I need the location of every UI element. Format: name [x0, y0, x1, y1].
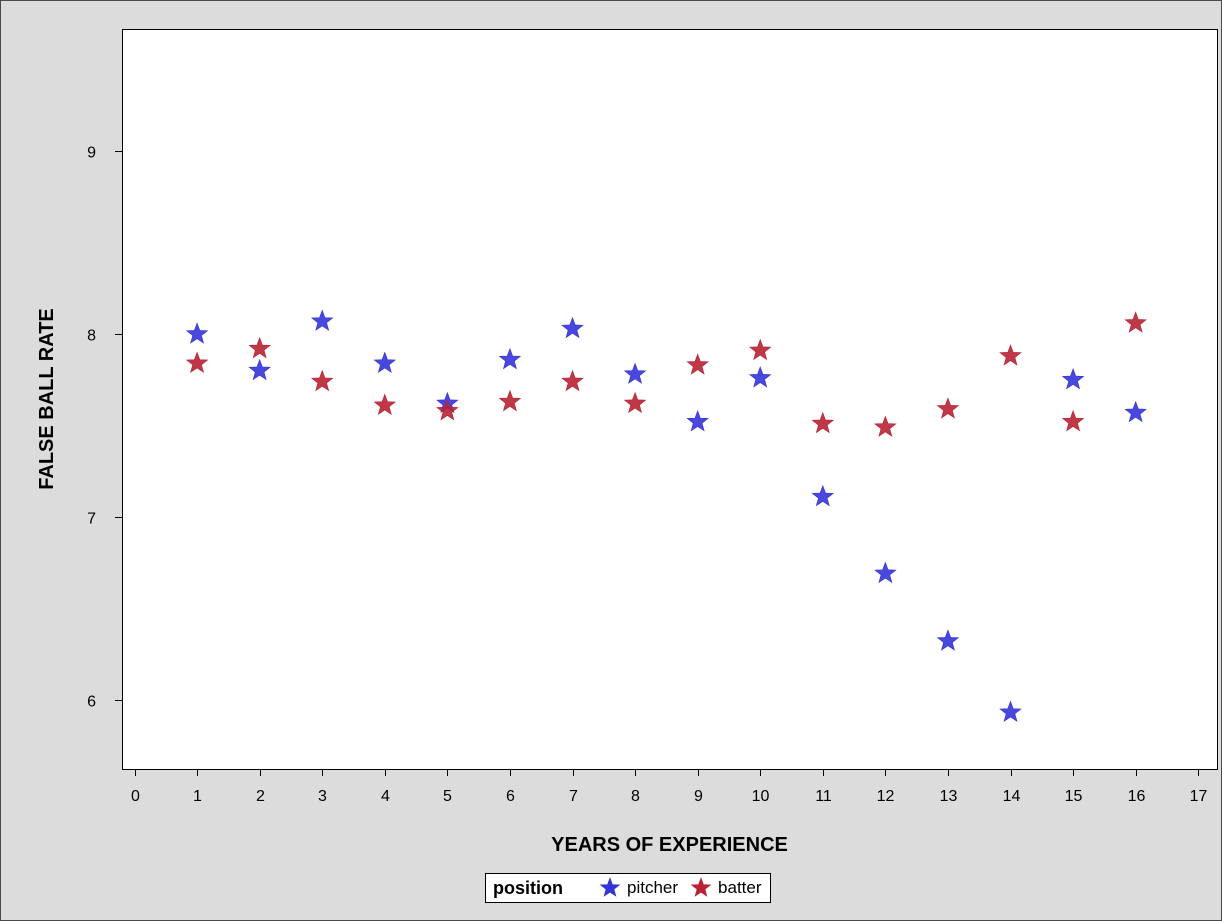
legend-label-pitcher: pitcher: [627, 878, 679, 897]
data-point-batter-star: [1124, 311, 1147, 333]
x-tick-label: 4: [381, 788, 390, 805]
data-point-batter-star: [936, 397, 960, 419]
legend-star-mark: [690, 877, 712, 897]
data-point-pitcher-star: [936, 629, 960, 651]
data-point-batter-star: [999, 344, 1022, 366]
data-point-batter-star: [561, 369, 584, 392]
data-point-batter-star: [498, 389, 522, 412]
legend-entry-pitcher: pitcher: [599, 877, 678, 899]
data-point-batter-star: [185, 351, 209, 373]
data-point-pitcher-star: [748, 366, 772, 388]
legend-entry-batter: batter: [690, 877, 762, 899]
data-point-batter-star: [623, 391, 647, 414]
plot-area: [122, 29, 1218, 770]
data-point-pitcher-star: [373, 351, 397, 373]
data-point-batter-star: [310, 369, 334, 392]
x-axis: 0 1 2 3 4 5 6 7 8 9 10 11 12 13 14 15 16 17: [131, 769, 1208, 805]
data-marks: [185, 309, 1147, 722]
data-point-batter-star: [748, 338, 772, 361]
legend-star-mark: [599, 877, 621, 897]
x-tick-label: 16: [1128, 788, 1146, 805]
x-tick-label: 8: [631, 788, 640, 805]
data-point-pitcher-star: [686, 409, 709, 432]
data-point-pitcher-star: [623, 362, 647, 384]
data-point-pitcher-star: [999, 700, 1022, 722]
x-tick-label: 14: [1003, 788, 1021, 805]
y-tick-label: 6: [87, 694, 96, 711]
data-point-pitcher-star: [1061, 367, 1085, 390]
data-point-batter-star: [811, 411, 835, 434]
data-point-batter-star: [373, 393, 397, 415]
legend: position pitcher batter: [485, 873, 771, 903]
x-tick-label: 10: [752, 788, 770, 805]
x-tick-label: 11: [815, 788, 832, 805]
data-point-batter-star: [686, 353, 709, 375]
y-tick-label: 8: [87, 328, 96, 345]
data-point-pitcher-star: [561, 316, 584, 339]
x-tick-label: 7: [569, 788, 578, 805]
y-axis-title: FALSE BALL RATE: [36, 308, 58, 489]
data-point-pitcher-star: [310, 309, 334, 331]
data-point-batter-star: [874, 415, 897, 437]
legend-star-icon-pitcher: [599, 877, 621, 897]
data-point-pitcher-star: [248, 358, 271, 381]
x-tick-label: 6: [506, 788, 515, 805]
data-point-batter-star: [1061, 409, 1085, 432]
x-tick-label: 3: [318, 788, 327, 805]
x-tick-label: 12: [877, 788, 895, 805]
legend-label-batter: batter: [718, 878, 762, 897]
data-point-pitcher-star: [874, 561, 897, 584]
data-point-pitcher-star: [811, 484, 835, 507]
x-tick-label: 2: [256, 788, 265, 805]
x-tick-label: 5: [443, 788, 452, 805]
x-tick-label: 15: [1065, 788, 1083, 805]
x-tick-label: 1: [193, 788, 202, 805]
data-point-batter-star: [248, 336, 271, 359]
series-batter: [185, 311, 1147, 437]
x-tick-label: 0: [131, 788, 140, 805]
y-axis: 6 7 8 9: [87, 145, 122, 711]
x-tick-label: 17: [1190, 788, 1208, 805]
y-tick-label: 9: [87, 145, 96, 162]
data-point-pitcher-star: [185, 322, 209, 344]
legend-title: position: [493, 877, 563, 898]
data-point-pitcher-star: [498, 347, 522, 370]
data-point-batter-star: [436, 399, 459, 421]
y-tick-label: 7: [87, 511, 96, 528]
data-point-pitcher-star: [1124, 400, 1147, 423]
x-tick-label: 13: [940, 788, 958, 805]
x-axis-title: YEARS OF EXPERIENCE: [551, 834, 788, 856]
legend-star-icon-batter: [690, 877, 712, 897]
x-tick-label: 9: [694, 788, 703, 805]
